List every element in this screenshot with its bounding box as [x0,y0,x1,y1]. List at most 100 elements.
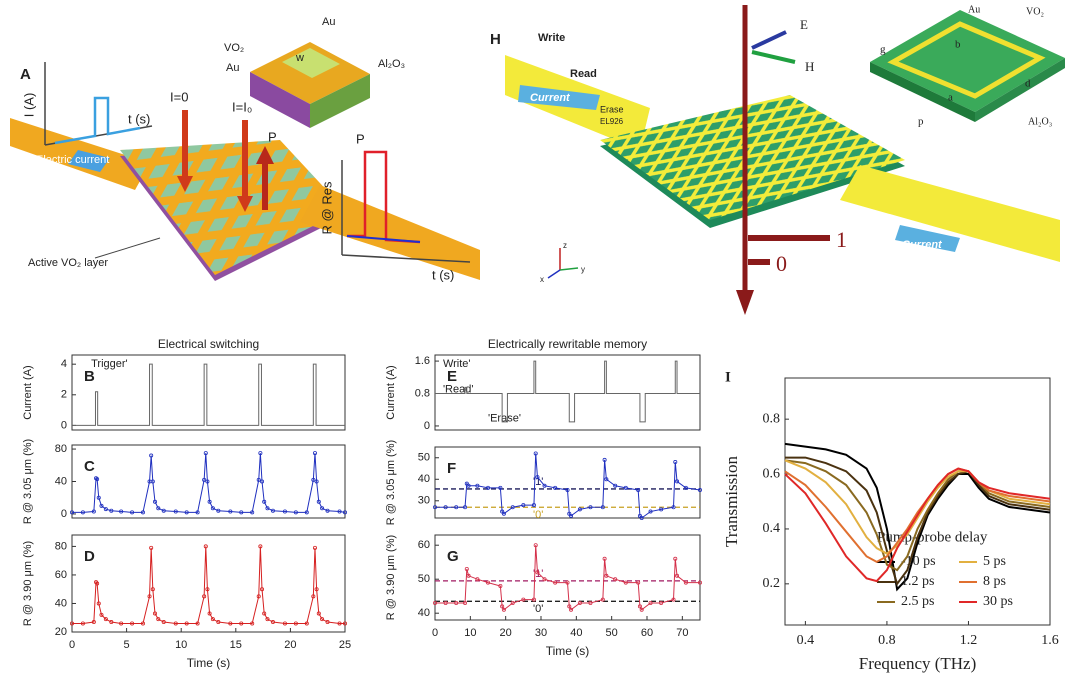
axis-label: t (s) [128,111,150,126]
series-marker [95,477,100,482]
series-marker [325,508,330,513]
legend-label: 8 ps [983,574,1006,589]
series-marker [103,617,108,622]
chart: G R @ 3.90 μm (%) Time (s) 40 50 60 0 10 20 30 40 5… [385,534,703,658]
label: E [800,17,808,32]
series-marker [466,483,471,488]
series-marker [475,577,480,582]
plot-frame [71,444,346,519]
series-marker [152,499,157,504]
x-tick-label: 30 [535,627,547,639]
cell-side [250,72,310,128]
series-marker [250,510,255,515]
metasurface [600,95,905,220]
y-tick-label: 20 [55,626,67,638]
label: I=0 [170,89,188,104]
series-marker [542,577,547,582]
series-marker [314,587,319,592]
y-tick-label: 50 [418,573,430,585]
y-tick-label: 0 [424,420,430,432]
series-marker [533,543,538,548]
series-marker [613,577,618,582]
series-marker [636,580,641,585]
panel-letter: I [725,369,731,385]
series-marker [282,509,287,514]
cell-side [310,74,370,128]
y-tick-label: 0.8 [763,411,781,426]
x-tick-label: 10 [464,627,476,639]
cell-side [975,58,1065,122]
series-marker [535,475,540,480]
x-tick-label: 0 [69,639,75,651]
series-marker [216,508,221,513]
series-marker [675,479,680,484]
series-marker [293,510,298,515]
series-marker [316,499,321,504]
series-marker [311,477,316,482]
chart: C R @ 3.05 μm (%) 0 40 80 [22,439,347,524]
series-marker [588,601,593,606]
annotation: 'Erase' [488,413,521,425]
illustration-h: H Write Read Current Erase EL926 E H Au … [490,4,1065,315]
series-marker [282,621,287,626]
series-marker [270,620,275,625]
series-marker [216,620,221,625]
series-marker [639,516,644,521]
cell-patch [282,48,340,78]
label: P [268,129,277,144]
series-marker [671,597,676,602]
series-marker [314,479,319,484]
series-marker [150,479,155,484]
label: Erase [600,104,624,114]
annotation: Trigger' [91,358,128,370]
series-marker [600,505,605,510]
series-marker [463,505,468,510]
series-marker [533,451,538,456]
series-marker [203,544,208,549]
ring [887,21,1046,99]
label: z [563,241,567,250]
series-marker [103,507,108,512]
chart: F R @ 3.05 μm (%) 30 40 50 '1' '0' [385,440,703,525]
x-tick-label: 1.2 [960,633,978,648]
x-tick-label: 5 [124,639,130,651]
label: Current [902,239,943,251]
series-marker [464,567,469,572]
current-arrow [518,85,600,110]
series-marker [443,505,448,510]
series-marker [501,511,506,516]
series-marker [207,611,212,616]
x-tick-label: 0 [432,627,438,639]
series-marker [270,508,275,513]
label: Write [538,32,565,44]
panel-letter: B [84,368,95,385]
strip-right [300,185,480,280]
series-marker [205,587,210,592]
series-marker [262,499,267,504]
series-marker [149,453,154,458]
series-marker [337,509,342,514]
series-marker [569,513,574,518]
series-line [784,459,1051,572]
y-tick-label: 2 [61,389,67,401]
series-marker [443,601,448,606]
series-marker [577,601,582,606]
series-marker [683,580,688,585]
legend-label: 2.5 ps [901,594,934,609]
y-axis-label: R @ 3.90 μm (%) [22,541,34,626]
series-marker [337,621,342,626]
panel-letter: E [447,368,457,385]
series-marker [320,617,325,622]
panel-letter: H [490,31,501,48]
e-arrow [751,30,787,50]
label: Read [570,68,597,80]
series-marker [671,505,676,510]
series-marker [99,503,104,508]
series-marker [96,601,101,606]
series-marker [454,601,459,606]
series-marker [260,479,265,484]
series-marker [602,457,607,462]
series-marker [250,621,255,626]
axis-y [559,267,579,271]
series-marker [149,545,154,550]
